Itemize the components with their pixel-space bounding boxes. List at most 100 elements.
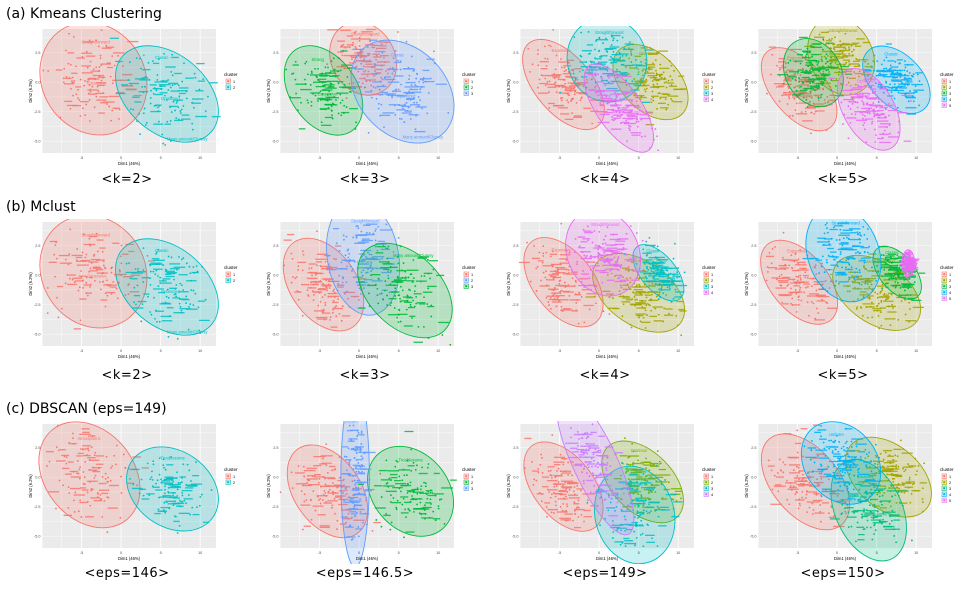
- data-point: [371, 256, 374, 259]
- data-point: [883, 67, 885, 70]
- point-label-mark: [146, 493, 155, 495]
- legend-title: cluster: [702, 72, 716, 77]
- data-point: [47, 70, 50, 72]
- data-point: [354, 514, 356, 517]
- data-point: [178, 255, 180, 258]
- data-point: [162, 464, 165, 466]
- data-point: [650, 98, 653, 101]
- point-label-mark: [905, 97, 917, 99]
- point-label-mark: [811, 53, 820, 56]
- data-point: [825, 129, 828, 132]
- point-label-mark: [569, 299, 581, 301]
- point-label-mark: [93, 500, 103, 502]
- point-label-mark: [307, 271, 318, 274]
- data-point: [868, 286, 871, 288]
- point-label-mark: [829, 58, 838, 61]
- data-point: [833, 43, 836, 46]
- point-label-mark: [552, 76, 561, 78]
- data-point: [418, 80, 421, 83]
- data-point: [65, 456, 68, 459]
- point-label-mark: [319, 80, 330, 83]
- data-point: [620, 100, 623, 102]
- point-label-mark: [629, 303, 642, 305]
- point-label-mark: [195, 90, 204, 92]
- data-point: [398, 309, 401, 312]
- data-point: [354, 61, 357, 64]
- data-point: [93, 106, 96, 109]
- data-point: [89, 244, 92, 247]
- data-point: [858, 75, 860, 78]
- data-point: [887, 102, 890, 105]
- data-point: [804, 276, 807, 279]
- data-point: [785, 71, 787, 74]
- data-point: [88, 243, 91, 246]
- data-point: [332, 290, 335, 293]
- data-point: [876, 96, 879, 99]
- data-point: [426, 112, 429, 115]
- point-label-mark: [123, 85, 134, 87]
- data-point: [826, 231, 829, 234]
- data-point: [302, 484, 304, 487]
- data-point: [851, 50, 853, 53]
- data-point: [657, 298, 660, 300]
- point-label-mark: [600, 55, 608, 57]
- point-label-mark: [131, 487, 143, 490]
- point-label-mark: [651, 95, 659, 97]
- data-point: [645, 296, 648, 299]
- point-label-mark: [622, 297, 631, 299]
- data-point: [54, 275, 56, 278]
- data-point: [908, 260, 911, 263]
- point-label-mark: [812, 43, 821, 45]
- point-label-mark: [409, 88, 419, 91]
- y-tick-label: -5.0: [272, 332, 279, 336]
- data-point: [542, 271, 545, 274]
- data-point: [46, 312, 49, 315]
- data-point: [577, 83, 579, 85]
- point-label: Many amount/Clumsy: [613, 109, 654, 114]
- point-label-mark: [90, 258, 100, 261]
- point-label-mark: [555, 284, 566, 287]
- data-point: [671, 78, 673, 81]
- point-label-mark: [103, 284, 113, 286]
- data-point: [349, 265, 352, 268]
- point-label-mark: [92, 267, 102, 269]
- data-point: [654, 307, 657, 310]
- data-point: [897, 131, 900, 134]
- point-label: Expensive: [87, 273, 107, 278]
- data-point: [291, 487, 294, 489]
- point-label: Atmospheric: [77, 436, 100, 441]
- data-point: [800, 299, 803, 302]
- data-point: [380, 292, 383, 295]
- point-label-mark: [547, 279, 555, 281]
- data-point: [155, 88, 158, 90]
- data-point: [794, 86, 797, 88]
- point-label-mark: [610, 128, 622, 130]
- point-label-mark: [821, 82, 831, 84]
- point-label-mark: [382, 485, 395, 487]
- data-point: [72, 81, 75, 84]
- point-label-mark: [877, 109, 884, 112]
- point-label-mark: [844, 73, 853, 75]
- data-point: [377, 302, 380, 305]
- data-point: [636, 298, 638, 301]
- data-point: [352, 447, 355, 450]
- data-point: [383, 56, 385, 59]
- data-point: [833, 258, 836, 261]
- point-label-mark: [872, 307, 882, 310]
- data-point: [616, 268, 619, 271]
- data-point: [567, 272, 570, 274]
- data-point: [560, 58, 562, 60]
- data-point: [554, 68, 557, 71]
- point-label-mark: [425, 502, 432, 504]
- data-point: [594, 81, 597, 84]
- data-point: [664, 98, 667, 101]
- point-label-mark: [295, 83, 306, 85]
- data-point: [392, 251, 395, 253]
- point-label-mark: [318, 97, 325, 100]
- data-point: [863, 128, 866, 131]
- point-label-mark: [363, 490, 373, 492]
- data-point: [133, 301, 135, 304]
- data-point: [76, 460, 79, 462]
- data-point: [416, 487, 419, 490]
